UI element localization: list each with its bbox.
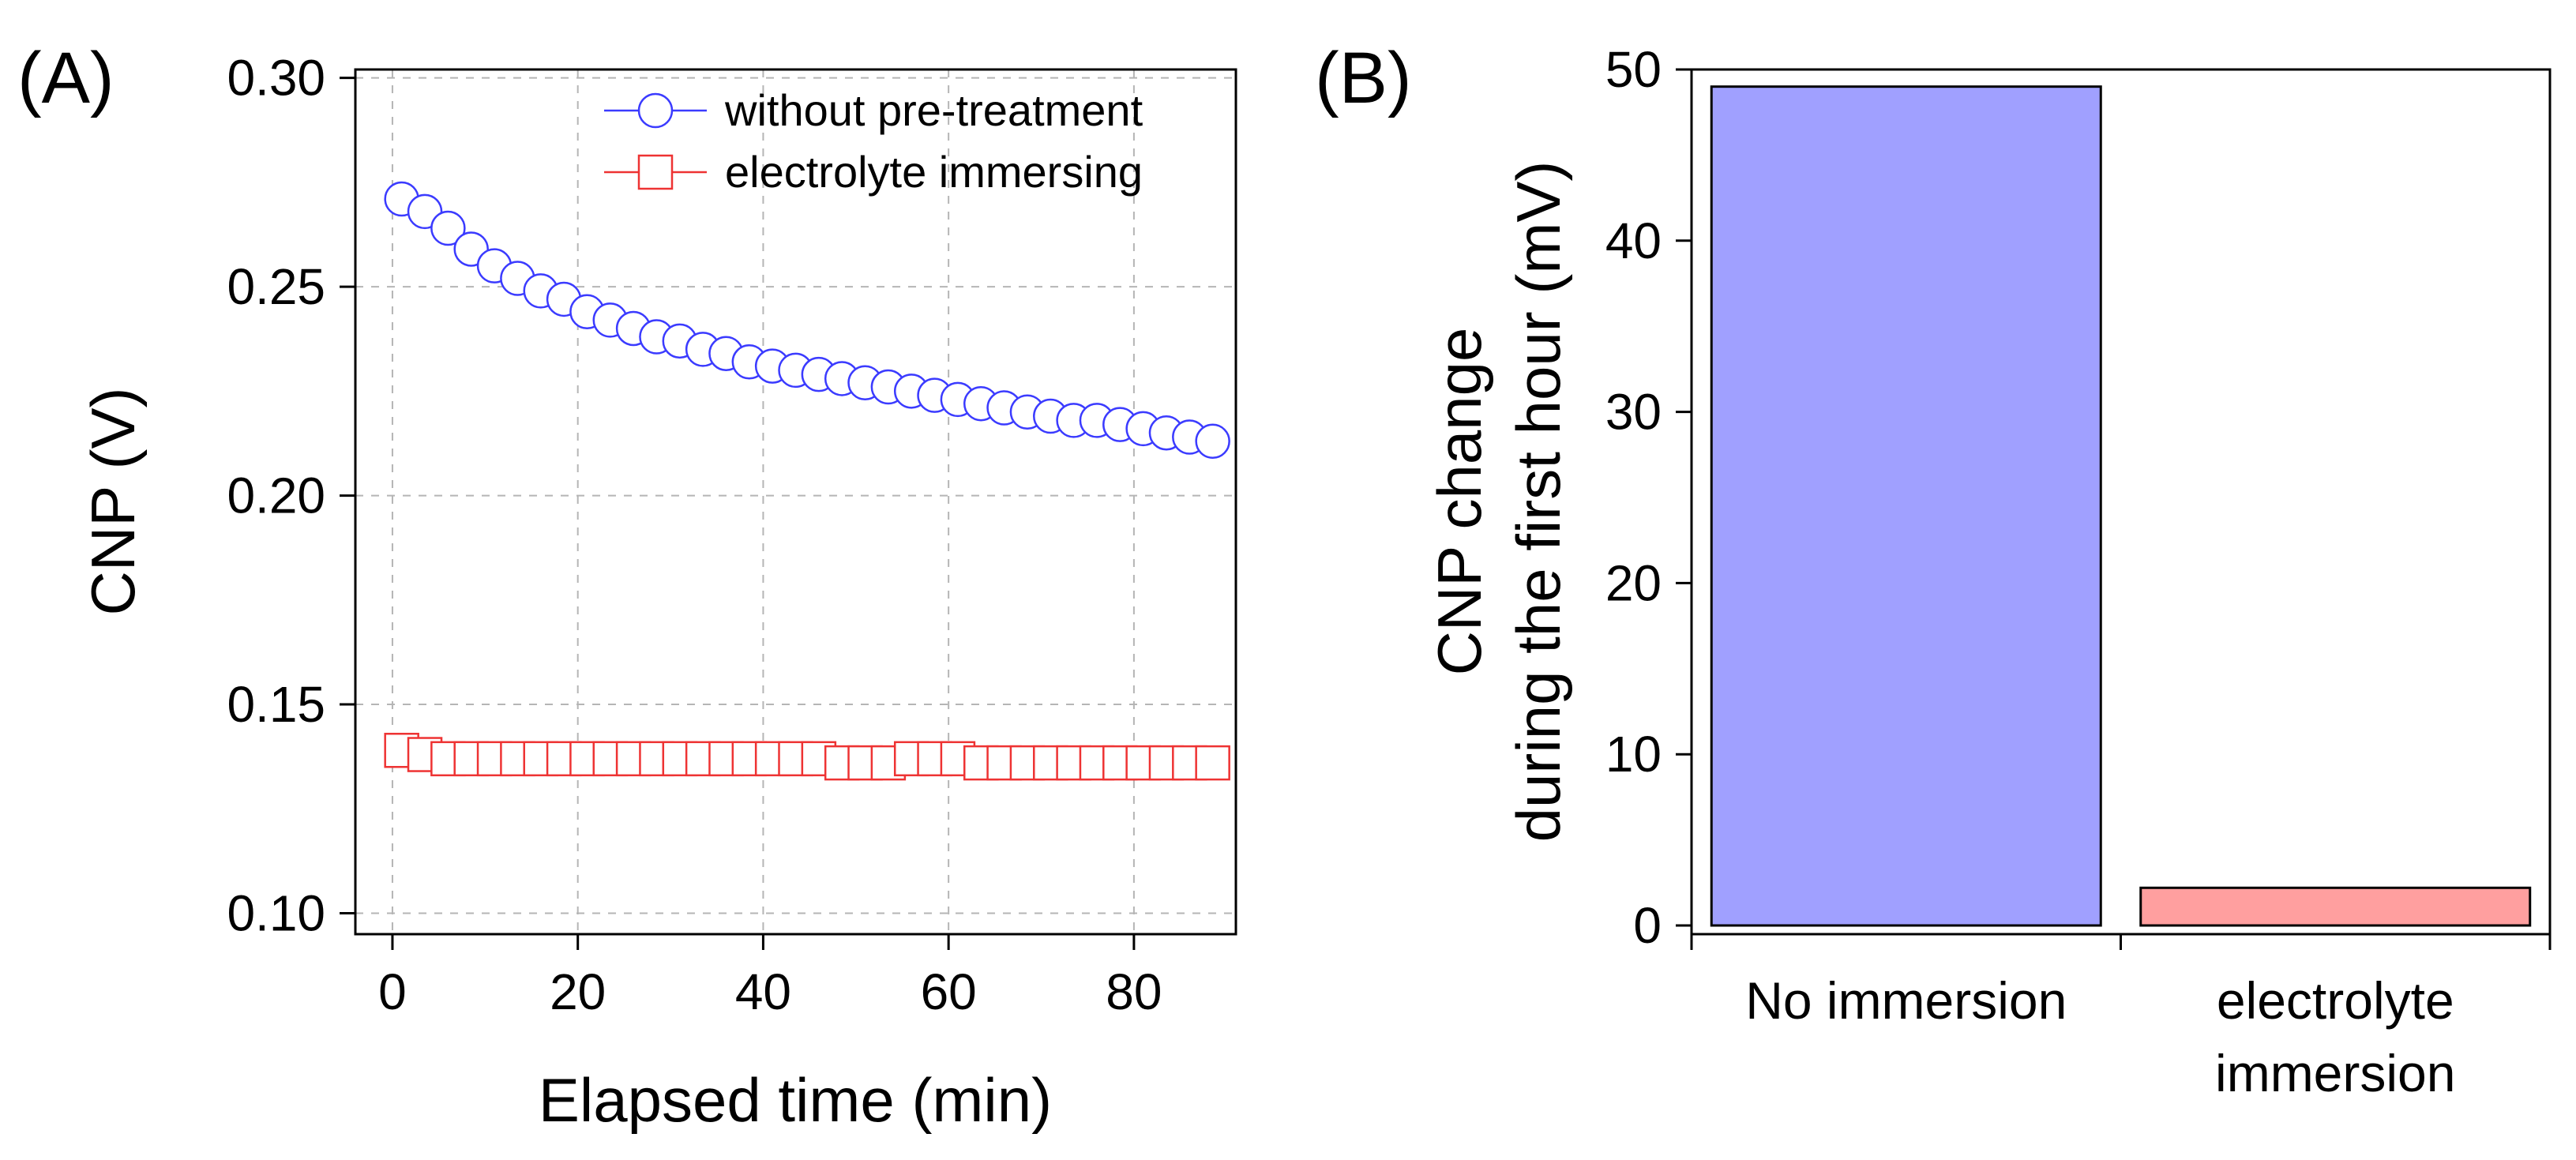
category-label: immersion xyxy=(2215,1044,2455,1102)
category-label: electrolyte xyxy=(2217,971,2454,1030)
x-axis-title-a: Elapsed time (min) xyxy=(539,1065,1052,1135)
x-tick-label: 0 xyxy=(378,963,407,1020)
ticks-b: 0 10 20 30 40 50 xyxy=(1605,41,2552,954)
grid-a xyxy=(355,69,1236,934)
legend-label: electrolyte immersing xyxy=(725,147,1143,197)
y-tick-label: 50 xyxy=(1605,41,1662,98)
panel-label-b: (B) xyxy=(1315,38,1412,118)
x-tick-label: 20 xyxy=(550,963,606,1020)
bar xyxy=(2139,886,2532,927)
y-tick-label: 0.30 xyxy=(227,50,325,107)
y-axis-title-a: CNP (V) xyxy=(78,388,148,616)
panel-label-a: (A) xyxy=(17,38,115,118)
data-point xyxy=(1195,745,1230,781)
data-point xyxy=(1195,423,1230,460)
series-group-a xyxy=(384,181,1230,781)
category-label: No immersion xyxy=(1745,971,2067,1030)
panel-b: (B) 0 10 20 30 40 50 No immersion electrolyte i… xyxy=(1315,38,2552,1102)
series-circle xyxy=(384,181,1230,460)
legend-a: without pre-treatment electrolyte immersi… xyxy=(604,85,1143,197)
y-axis-title-b-line2: during the first hour (mV) xyxy=(1504,161,1573,843)
y-tick-label: 0 xyxy=(1633,897,1662,954)
legend-marker xyxy=(637,154,674,190)
y-tick-label: 30 xyxy=(1605,384,1662,441)
bar xyxy=(1710,85,2102,927)
x-tick-label: 60 xyxy=(921,963,977,1020)
panel-a: (A) 0 20 40 60 80 0.10 0.15 0.20 0.25 0.30 Elapse… xyxy=(17,38,1237,1135)
y-tick-label: 0.25 xyxy=(227,258,325,315)
category-labels-b: No immersion electrolyte immersion xyxy=(1745,971,2455,1102)
y-tick-label: 0.20 xyxy=(227,467,325,524)
y-tick-label: 10 xyxy=(1605,726,1662,783)
y-tick-label: 40 xyxy=(1605,212,1662,269)
bars-b xyxy=(1710,85,2532,927)
y-axis-title-b-line1: CNP change xyxy=(1425,328,1494,676)
x-tick-label: 40 xyxy=(735,963,791,1020)
data-point xyxy=(430,210,466,246)
y-tick-label: 20 xyxy=(1605,554,1662,611)
legend-label: without pre-treatment xyxy=(724,85,1143,135)
plot-frame-a xyxy=(354,68,1237,936)
ticks-a: 0 20 40 60 80 0.10 0.15 0.20 0.25 0.30 xyxy=(227,50,1162,1020)
legend-marker xyxy=(637,92,674,129)
x-tick-label: 80 xyxy=(1106,963,1162,1020)
y-tick-label: 0.10 xyxy=(227,885,325,942)
series-square xyxy=(384,732,1230,781)
y-tick-label: 0.15 xyxy=(227,676,325,733)
